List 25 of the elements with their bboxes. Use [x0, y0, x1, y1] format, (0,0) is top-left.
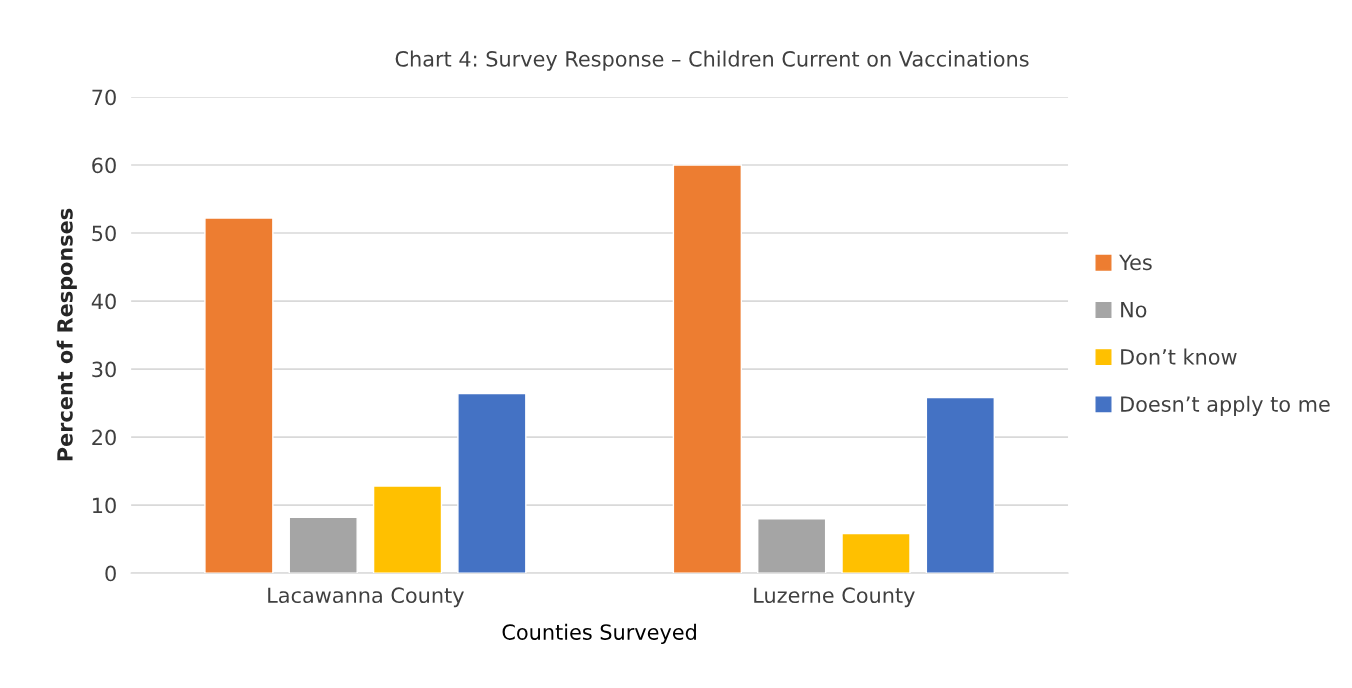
y-axis-title: Percent of Responses [56, 208, 77, 461]
x-axis-title: Counties Surveyed [502, 623, 696, 644]
y-tick-label: 30 [92, 361, 116, 378]
bar [372, 485, 443, 574]
y-tick-label: 60 [92, 157, 116, 174]
bar [672, 164, 743, 574]
legend-label: Yes [1119, 254, 1152, 271]
bar [757, 517, 827, 574]
bar [841, 532, 911, 574]
y-tick-label: 50 [92, 225, 116, 242]
x-tick-label: Lacawanna County [268, 587, 464, 608]
bar [925, 396, 995, 574]
legend-label: Don’t know [1121, 348, 1237, 365]
y-tick-label: 20 [92, 429, 116, 446]
y-tick-label: 10 [93, 497, 116, 514]
y-tick-label: 40 [91, 293, 116, 310]
bar [457, 392, 527, 574]
y-tick-label: 70 [92, 89, 116, 106]
bar [288, 516, 358, 574]
y-tick-label: 0 [105, 565, 116, 582]
x-tick-label: Luzerne County [754, 587, 915, 608]
bar [204, 217, 274, 574]
chart-title: Chart 4: Survey Response – Children Current on Vaccinations [395, 50, 1029, 71]
legend-label: Doesn’t apply to me [1121, 395, 1330, 417]
legend-label: No [1121, 301, 1147, 318]
